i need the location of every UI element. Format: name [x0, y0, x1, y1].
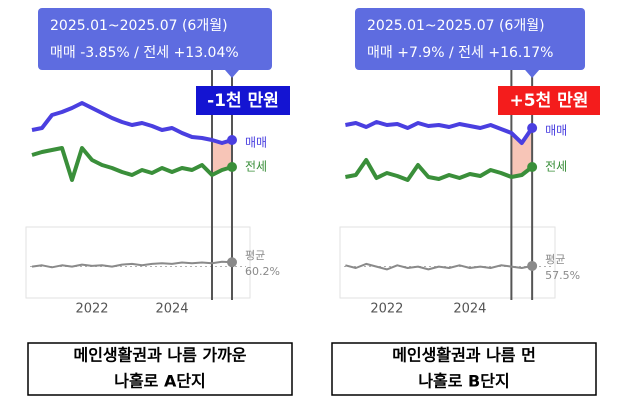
end-point	[527, 260, 538, 271]
caption-box	[331, 342, 597, 396]
badge-text: +5천 만원	[510, 91, 589, 111]
caption-box	[27, 342, 293, 396]
tooltip-text: 매매 -3.85% / 전세 +13.04%	[50, 45, 239, 61]
end-point	[227, 257, 237, 268]
x-tick-label: 2022	[75, 302, 108, 317]
series-label: 매매	[245, 136, 267, 150]
end-point	[227, 162, 237, 172]
series-line	[31, 260, 233, 269]
caption-line: 나홀로 A단지	[114, 372, 206, 391]
tooltip-title: 2025.01~2025.07 (6개월)	[50, 18, 228, 34]
caption-line: 메인생활권과 나름 먼	[392, 346, 536, 365]
series-label: 전세	[545, 160, 567, 174]
x-tick-label: 2024	[453, 302, 486, 317]
series-line	[345, 262, 533, 271]
end-point	[527, 162, 538, 172]
series-line	[31, 146, 233, 182]
tooltip-box	[355, 8, 585, 70]
series-line	[31, 101, 233, 145]
tooltip-title: 2025.01~2025.07 (6개월)	[367, 18, 545, 34]
end-point	[227, 135, 237, 145]
caption-line: 메인생활권과 나름 가까운	[73, 346, 246, 365]
lower-panel-frame	[339, 226, 556, 299]
series-label: 매매	[545, 124, 567, 138]
lower-panel-frame	[25, 226, 251, 299]
tooltip-pointer	[225, 70, 239, 78]
series-line	[345, 158, 534, 182]
series-line	[345, 120, 534, 145]
tooltip-pointer	[525, 70, 540, 78]
series-label: 전세	[245, 160, 267, 174]
series-label: 평균	[245, 249, 265, 262]
series-label: 평균	[545, 253, 565, 266]
caption-line: 나홀로 B단지	[418, 372, 509, 391]
badge-text: -1천 만원	[207, 91, 279, 111]
x-tick-label: 2024	[155, 302, 188, 317]
badge-box	[498, 86, 600, 115]
end-value-label: 57.5%	[545, 269, 580, 282]
period-shade	[212, 140, 232, 175]
x-tick-label: 2022	[370, 302, 403, 317]
tooltip-box	[38, 8, 272, 70]
badge-box	[196, 86, 290, 115]
tooltip-text: 매매 +7.9% / 전세 +16.17%	[367, 45, 553, 61]
end-value-label: 60.2%	[245, 265, 280, 278]
end-point	[527, 123, 538, 133]
